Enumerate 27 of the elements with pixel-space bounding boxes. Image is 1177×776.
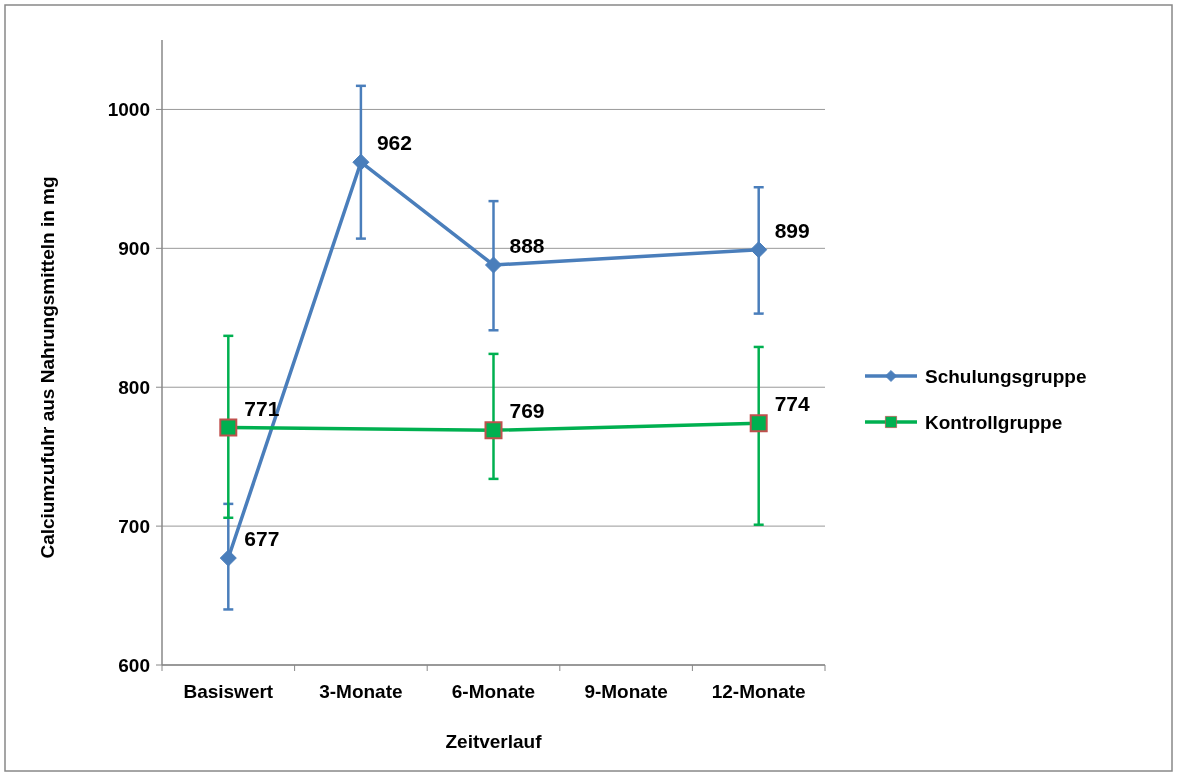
x-tick-label: Basiswert	[183, 681, 274, 702]
y-tick-label: 900	[118, 237, 150, 259]
y-tick-label: 700	[118, 515, 150, 537]
point	[352, 153, 370, 171]
point	[484, 421, 503, 440]
point	[219, 549, 237, 567]
y-tick-label: 1000	[107, 99, 150, 121]
y-tick-label: 800	[118, 376, 150, 398]
x-tick-label: 9-Monate	[584, 681, 668, 702]
point	[485, 256, 502, 274]
data-label: 899	[774, 218, 810, 242]
legend-label: Schulungsgruppe	[925, 365, 1087, 387]
x-tick-label: 3-Monate	[319, 681, 403, 702]
x-axis-title: Zeitverlauf	[445, 731, 543, 752]
y-tick-label: 600	[118, 654, 150, 676]
data-label: 677	[244, 527, 280, 551]
x-tick-label: 6-Monate	[451, 681, 536, 702]
point	[750, 241, 768, 259]
data-label: 888	[509, 234, 545, 257]
point	[219, 418, 238, 437]
data-label: 774	[774, 392, 811, 416]
data-label: 769	[509, 399, 545, 423]
data-label: 962	[376, 131, 412, 155]
y-axis-title: Calciumzufuhr aus Nahrungsmitteln in mg	[37, 176, 58, 559]
x-tick-label: 12-Monate	[711, 681, 806, 702]
legend-label: Kontrollgruppe	[925, 411, 1063, 433]
point	[749, 414, 768, 433]
